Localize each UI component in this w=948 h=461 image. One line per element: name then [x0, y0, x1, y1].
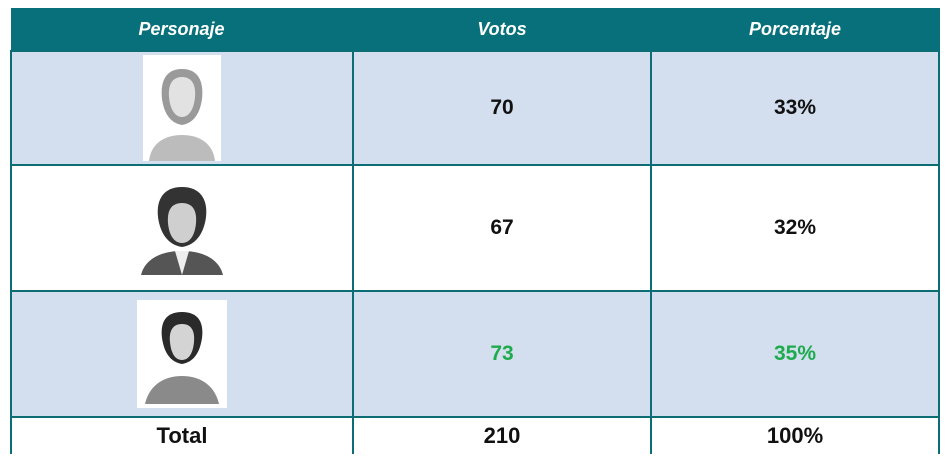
total-label: Total	[11, 417, 353, 454]
percent-cell: 32%	[651, 165, 939, 291]
header-cell: Personaje	[11, 8, 353, 51]
portrait-cell	[11, 291, 353, 417]
row: 73 35%	[11, 291, 939, 417]
total-votes: 210	[353, 417, 651, 454]
total-percent: 100%	[651, 417, 939, 454]
row: 70 33%	[11, 51, 939, 165]
percent-cell: 35%	[651, 291, 939, 417]
portrait-cell	[11, 165, 353, 291]
votes-cell: 67	[353, 165, 651, 291]
header-row: Personaje Votos Porcentaje	[11, 8, 939, 51]
total-row: Total 210 100%	[11, 417, 939, 454]
page: Personaje Votos Porcentaje 70 33% 67 32%…	[0, 0, 948, 461]
row: 67 32%	[11, 165, 939, 291]
header-cell: Votos	[353, 8, 651, 51]
header-cell: Porcentaje	[651, 8, 939, 51]
results-table: Personaje Votos Porcentaje 70 33% 67 32%…	[10, 8, 940, 454]
votes-cell: 70	[353, 51, 651, 165]
portrait	[137, 181, 227, 275]
portrait	[137, 300, 227, 408]
portrait	[143, 55, 221, 161]
percent-cell: 33%	[651, 51, 939, 165]
votes-cell: 73	[353, 291, 651, 417]
portrait-cell	[11, 51, 353, 165]
